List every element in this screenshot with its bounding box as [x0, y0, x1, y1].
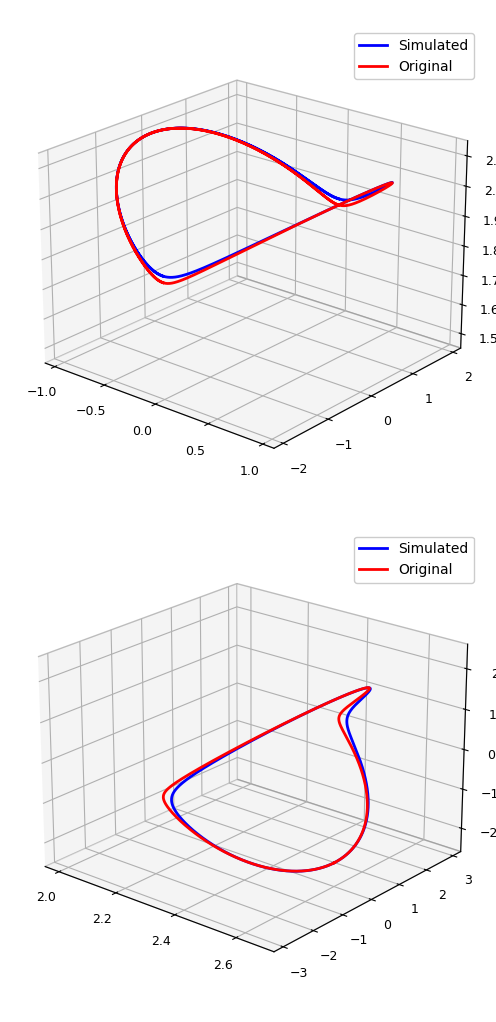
- Legend: Simulated, Original: Simulated, Original: [354, 537, 474, 583]
- Legend: Simulated, Original: Simulated, Original: [354, 33, 474, 80]
